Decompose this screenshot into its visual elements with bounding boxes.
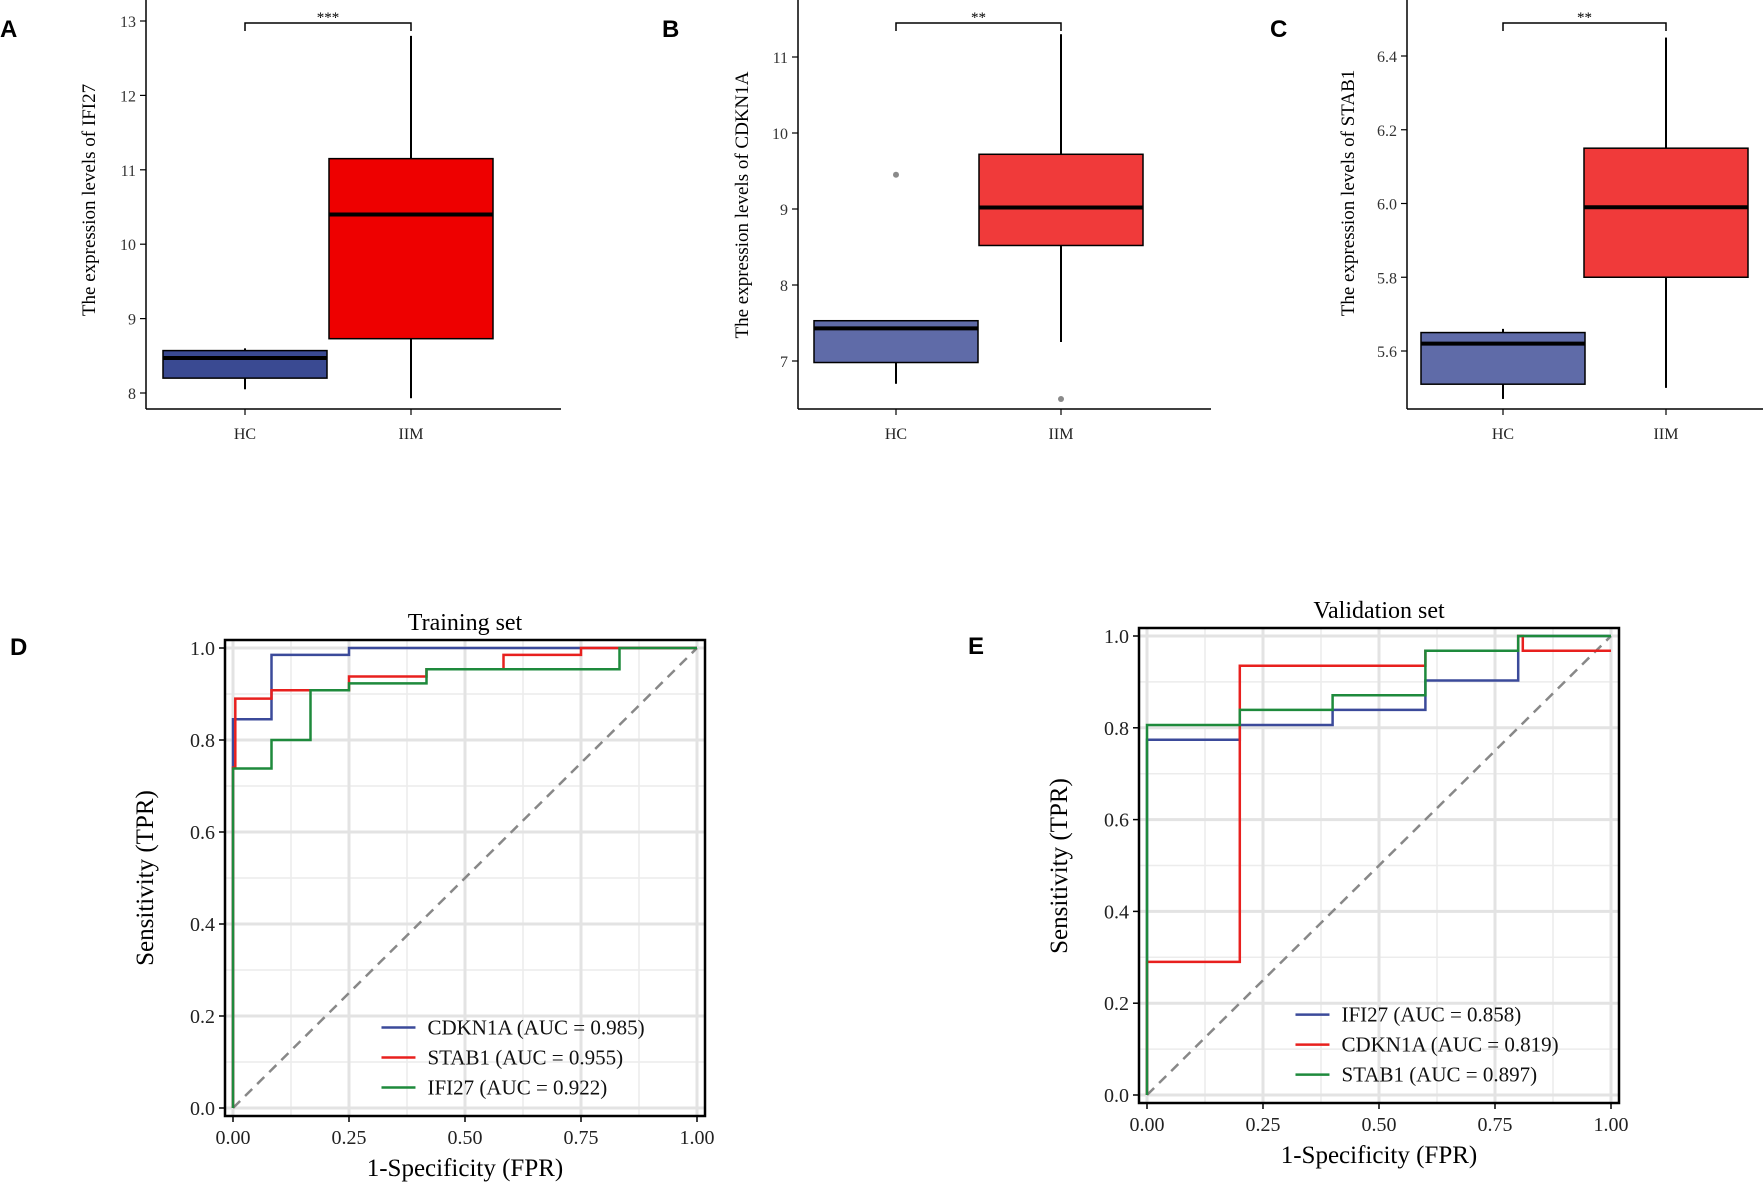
box-hc <box>162 349 328 379</box>
panel-letter-b: B <box>662 16 679 43</box>
roc-validation-set: 0.00 0.25 0.50 0.75 1.00 0.0 0.2 0.4 0.6 0.8 1.0 Va… <box>1046 598 1629 1169</box>
box-iim <box>978 153 1144 247</box>
y-tick-label: 12 <box>120 88 136 105</box>
roc-training-set: 0.00 0.25 0.50 0.75 1.00 0.0 0.2 0.4 0.6 0.8 1.0 Tr… <box>132 610 715 1182</box>
y-tick-label: 6.2 <box>1377 123 1397 140</box>
y-tick-label: 5.6 <box>1377 344 1397 361</box>
x-tick-label: 0.25 <box>1246 1114 1281 1136</box>
significance-bracket <box>1502 22 1667 31</box>
x-tick-label: 0.50 <box>448 1127 483 1149</box>
y-tick-label: 10 <box>772 126 788 143</box>
y-tick-label: 0.8 <box>1104 718 1129 740</box>
x-tick-label: 0.50 <box>1362 1114 1397 1136</box>
y-tick-label: 13 <box>120 14 136 31</box>
x-axis-title: 1-Specificity (FPR) <box>367 1155 564 1182</box>
x-tick-label: 0.75 <box>564 1127 599 1149</box>
x-tick-label: HC <box>885 426 907 443</box>
outlier-point <box>1058 396 1064 402</box>
y-tick-label: 0.2 <box>190 1006 215 1028</box>
diagonal-reference-line <box>232 647 698 1109</box>
x-tick-label: 0.75 <box>1478 1114 1513 1136</box>
chart-title: Validation set <box>1313 598 1445 624</box>
y-axis-label: The expression levels of IFI27 <box>79 84 100 316</box>
y-axis-title: Sensitivity (TPR) <box>1046 778 1073 954</box>
x-tick-label: 1.00 <box>680 1127 715 1149</box>
boxplot-ifi27: 8 9 10 11 12 13 HC IIM The expression levels of … <box>79 0 561 443</box>
roc-curve-2 <box>1145 634 1611 1095</box>
y-tick-label: 6.0 <box>1377 197 1397 214</box>
panel-letter-e: E <box>968 633 984 660</box>
y-tick-label: 0.6 <box>1104 810 1129 832</box>
y-tick-label: 0.2 <box>1104 993 1129 1015</box>
y-tick-label: 8 <box>780 278 788 295</box>
significance-label: *** <box>317 10 340 26</box>
x-tick-label: 1.00 <box>1594 1114 1629 1136</box>
x-tick-label: HC <box>1492 426 1514 443</box>
y-tick-label: 8 <box>128 386 136 403</box>
x-tick-label: IIM <box>399 426 424 443</box>
y-tick-label: 5.8 <box>1377 270 1397 287</box>
y-tick-label: 6.4 <box>1377 49 1397 66</box>
box-iim <box>1583 147 1749 278</box>
outlier-point <box>893 171 899 178</box>
roc-curve-2 <box>231 646 697 1108</box>
y-tick-label: 1.0 <box>190 638 215 660</box>
x-tick-label: IIM <box>1654 426 1679 443</box>
legend-label: STAB1 (AUC = 0.955) <box>427 1046 623 1070</box>
roc-curve-0 <box>231 646 697 1108</box>
y-tick-label: 9 <box>128 312 136 329</box>
y-tick-label: 0.8 <box>190 730 215 752</box>
x-tick-label: 0.25 <box>332 1127 367 1149</box>
y-tick-label: 0.0 <box>1104 1085 1129 1107</box>
y-tick-label: 9 <box>780 202 788 219</box>
y-tick-label: 0.4 <box>190 914 215 936</box>
significance-label: ** <box>971 10 986 26</box>
x-tick-label: IIM <box>1049 426 1074 443</box>
y-tick-label: 11 <box>121 163 136 180</box>
box-iim <box>328 157 494 340</box>
diagonal-reference-line <box>1146 635 1612 1096</box>
x-tick-label: 0.00 <box>1130 1114 1165 1136</box>
y-tick-label: 7 <box>780 354 788 371</box>
y-tick-label: 0.6 <box>190 822 215 844</box>
roc-curve-1 <box>231 646 697 1108</box>
legend-label: CDKN1A (AUC = 0.819) <box>1341 1033 1558 1057</box>
y-tick-label: 1.0 <box>1104 626 1129 648</box>
boxplot-cdkn1a: 7 8 9 10 11 HC IIM The expression levels of CDK… <box>732 0 1211 443</box>
legend-label: IFI27 (AUC = 0.922) <box>427 1076 607 1100</box>
legend-label: CDKN1A (AUC = 0.985) <box>427 1016 644 1040</box>
y-axis-title: Sensitivity (TPR) <box>132 790 159 966</box>
significance-bracket <box>244 22 412 31</box>
significance-bracket <box>895 22 1062 31</box>
y-axis-label: The expression levels of STAB1 <box>1338 70 1359 317</box>
panel-letter-c: C <box>1270 16 1287 43</box>
y-tick-label: 11 <box>773 50 788 67</box>
boxplot-stab1: 5.6 5.8 6.0 6.2 6.4 HC IIM The expression level… <box>1338 0 1763 443</box>
significance-label: ** <box>1577 10 1592 26</box>
panel-letter-a: A <box>0 16 17 43</box>
y-tick-label: 0.0 <box>190 1098 215 1120</box>
legend-label: IFI27 (AUC = 0.858) <box>1341 1003 1521 1027</box>
x-tick-label: HC <box>234 426 256 443</box>
y-tick-label: 10 <box>120 237 136 254</box>
x-axis-title: 1-Specificity (FPR) <box>1281 1142 1478 1169</box>
panel-letter-d: D <box>10 634 27 661</box>
legend-label: STAB1 (AUC = 0.897) <box>1341 1063 1537 1087</box>
x-tick-label: 0.00 <box>216 1127 251 1149</box>
y-axis-label: The expression levels of CDKN1A <box>732 71 753 338</box>
chart-title: Training set <box>408 610 523 636</box>
box-hc <box>1420 331 1586 385</box>
y-tick-label: 0.4 <box>1104 901 1129 923</box>
